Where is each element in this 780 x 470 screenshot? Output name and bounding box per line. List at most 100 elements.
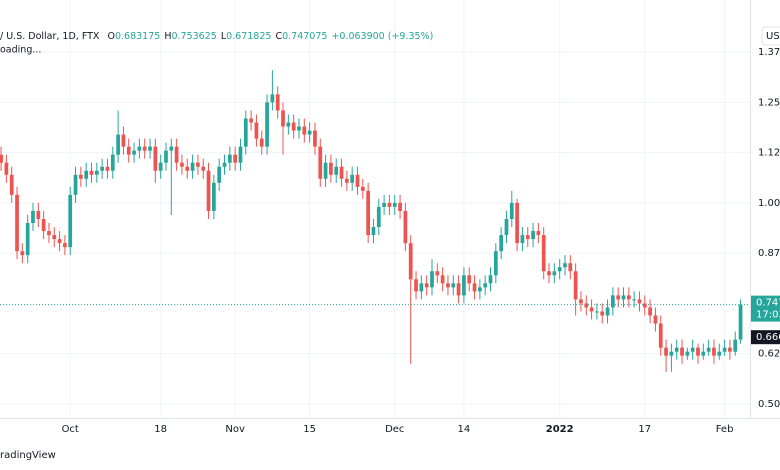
ohlc-label: H	[164, 31, 171, 42]
candle-body	[47, 231, 51, 236]
candle-body	[717, 351, 722, 356]
candle-body	[41, 218, 46, 232]
candle-body	[392, 202, 397, 207]
prev-price: 0.666	[756, 332, 780, 343]
candles	[0, 70, 743, 372]
x-tick-label: 18	[154, 424, 167, 435]
ohlc-label: C	[275, 31, 282, 42]
candle-body	[313, 130, 317, 147]
candle-body	[57, 239, 62, 244]
candle-body	[307, 130, 312, 135]
candle-body	[674, 347, 679, 352]
candle-body	[180, 162, 184, 167]
symbol: / U.S. Dollar, 1D, FTX	[0, 31, 100, 42]
candle-body	[329, 162, 333, 175]
candle-body	[504, 218, 509, 236]
candle-body	[568, 263, 573, 272]
prev-price-tag	[751, 330, 780, 345]
candle-body	[286, 122, 291, 127]
candle-body	[398, 202, 402, 211]
candle-body	[579, 299, 583, 304]
x-tick-label: Feb	[716, 424, 734, 435]
candle-body	[318, 146, 323, 179]
candle-body	[632, 299, 637, 301]
candle-body	[403, 210, 408, 244]
candle-body	[563, 263, 567, 268]
ohlc-value: 0.747075	[282, 31, 327, 42]
candle-body	[89, 170, 94, 175]
candle-body	[63, 243, 67, 248]
x-tick-label: Nov	[225, 424, 245, 435]
candle-body	[515, 202, 519, 244]
candle-body	[297, 126, 301, 131]
candle-body	[456, 283, 461, 296]
candle-body	[281, 110, 285, 127]
candle-body	[382, 202, 386, 207]
candle-body	[616, 295, 621, 300]
candle-body	[31, 210, 35, 224]
currency[interactable]: US	[766, 31, 780, 42]
candle-body	[15, 194, 19, 252]
candle-body	[84, 170, 89, 179]
ohlc-value: 0.753625	[171, 31, 216, 42]
candle-body	[339, 166, 344, 179]
candle-body	[360, 186, 365, 191]
candle-body	[478, 287, 482, 292]
candle-body	[217, 166, 222, 183]
candle-body	[547, 271, 551, 276]
y-tick-label: 1.250	[758, 97, 780, 108]
candle-body	[509, 202, 514, 219]
candle-body	[100, 166, 105, 171]
candle-body	[206, 170, 211, 211]
candle-body	[126, 146, 131, 155]
x-tick-label: Oct	[62, 424, 79, 435]
candle-body	[249, 118, 253, 123]
candle-body	[291, 122, 296, 131]
change: +0.063900 (+9.35%)	[331, 31, 433, 42]
candle-body	[355, 174, 360, 187]
candle-body	[600, 311, 605, 316]
candle-body	[648, 307, 652, 316]
ohlc-value: 0.671825	[226, 31, 271, 42]
x-tick-label: Dec	[385, 424, 404, 435]
candle-body	[499, 235, 504, 252]
candle-body	[531, 231, 535, 240]
candle-body	[158, 162, 163, 171]
candle-body	[738, 304, 743, 340]
candle-body	[712, 347, 716, 356]
y-tick-label: 0.625	[758, 349, 780, 360]
candle-body	[212, 182, 216, 211]
candle-body	[584, 303, 589, 308]
candle-body	[275, 94, 280, 111]
x-tick-label: 15	[303, 424, 316, 435]
candle-body	[669, 351, 674, 356]
loading: oading...	[0, 45, 41, 56]
candle-body	[680, 347, 684, 356]
candle-body	[201, 166, 206, 171]
candle-body	[190, 162, 195, 171]
candle-body	[696, 347, 700, 356]
last-price: 0.747	[756, 298, 780, 309]
candle-body	[371, 227, 376, 236]
candle-body	[196, 162, 200, 167]
candle-body	[79, 174, 83, 179]
candle-body	[137, 146, 142, 151]
candle-body	[701, 351, 706, 356]
candle-body	[243, 118, 248, 147]
candle-body	[259, 138, 264, 147]
candle-body	[435, 271, 440, 276]
candle-body	[637, 299, 642, 304]
candle-body	[690, 347, 695, 352]
candle-body	[0, 154, 3, 163]
currency-button[interactable]	[761, 26, 780, 46]
candle-body	[132, 150, 136, 155]
x-tick-label: 2022	[546, 424, 574, 435]
candle-body	[419, 283, 424, 292]
candle-body	[94, 170, 99, 175]
candle-body	[174, 146, 179, 163]
candle-body	[446, 283, 450, 288]
countdown: 17:03	[756, 310, 780, 321]
ohlc-label: L	[221, 31, 227, 42]
